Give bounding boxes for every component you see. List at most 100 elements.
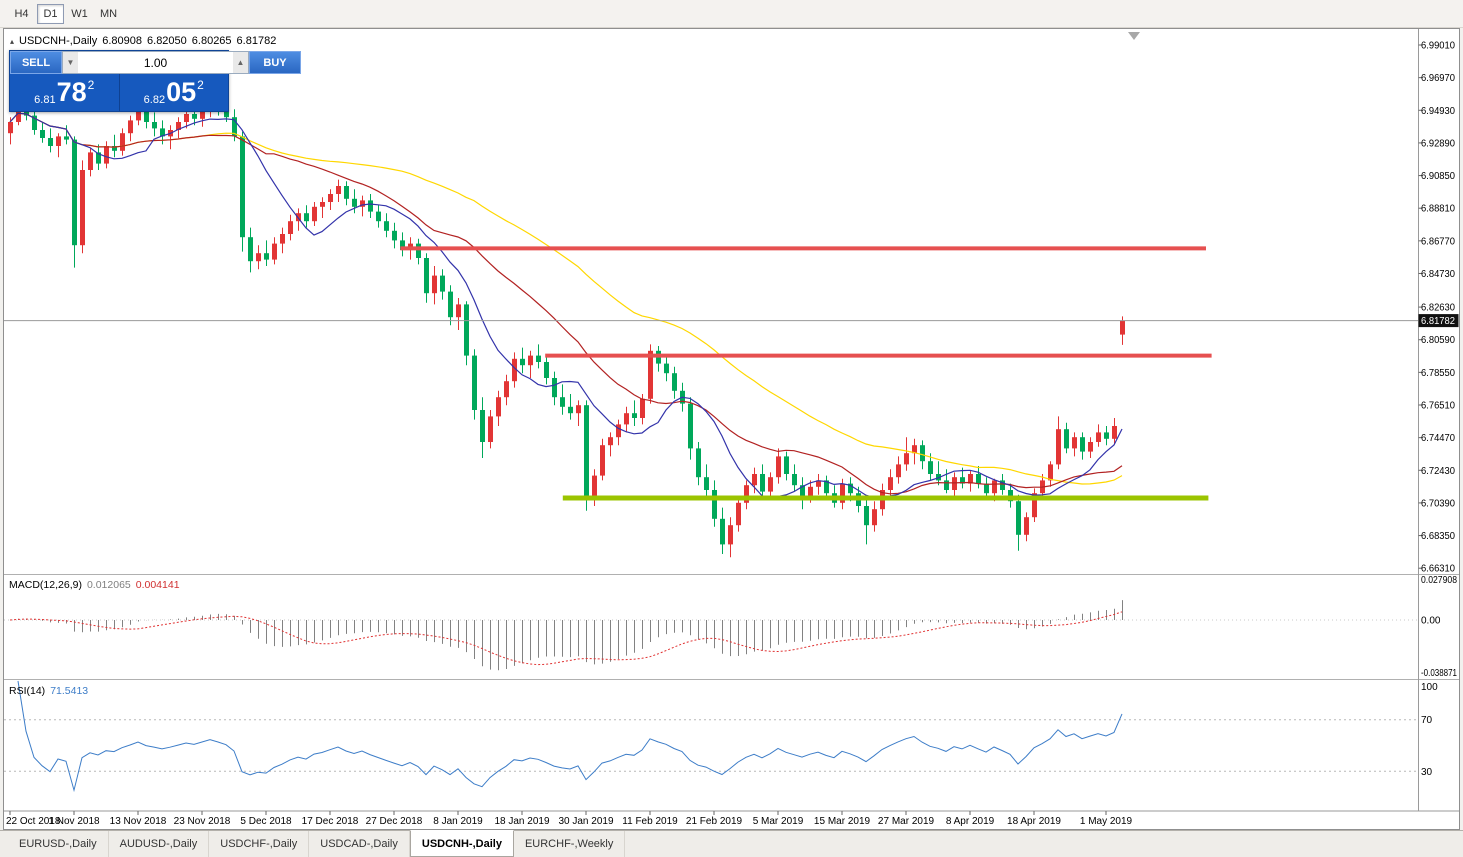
price-axis[interactable]: 6.99010 6.96970 6.94930 6.92890 6.90850 6.888… — [1418, 29, 1459, 811]
chevron-down-icon: ▼ — [66, 57, 75, 67]
last-price-badge — [1418, 314, 1459, 328]
svg-text:6.80590: 6.80590 — [1421, 335, 1455, 346]
chevron-up-icon: ▲ — [236, 57, 245, 67]
svg-text:6.72430: 6.72430 — [1421, 466, 1455, 477]
volume-control: ▼ ▲ — [62, 51, 249, 74]
macd-signal-line — [9, 611, 1123, 666]
svg-text:6.99010: 6.99010 — [1421, 41, 1455, 52]
chart-title: ▴ USDCNH-,Daily 6.80908 6.82050 6.80265 … — [10, 35, 276, 47]
svg-text:6.76510: 6.76510 — [1421, 401, 1455, 412]
tab-usdchf-daily[interactable]: USDCHF-,Daily — [209, 831, 310, 857]
svg-text:15 Mar 2019: 15 Mar 2019 — [814, 816, 871, 827]
chart-symbol-period: USDCNH-,Daily — [19, 35, 98, 47]
rsi-line — [17, 680, 1123, 793]
rsi-indicator-label: RSI(14) 71.5413 — [9, 685, 88, 697]
ma-10-line — [9, 112, 1123, 500]
price-divider — [118, 74, 120, 111]
svg-text:6.96970: 6.96970 — [1421, 73, 1455, 84]
collapse-panel-icon[interactable]: ▴ — [10, 37, 15, 46]
svg-text:-0.038871: -0.038871 — [1421, 668, 1457, 679]
timeframe-toolbar: H4 D1 W1 MN — [0, 0, 1463, 28]
svg-text:23 Nov 2018: 23 Nov 2018 — [174, 816, 231, 827]
svg-text:30: 30 — [1421, 767, 1433, 778]
svg-text:6.74470: 6.74470 — [1421, 433, 1455, 444]
tab-eurusd-daily[interactable]: EURUSD-,Daily — [8, 831, 109, 857]
svg-text:1 May 2019: 1 May 2019 — [1080, 816, 1133, 827]
svg-text:13 Nov 2018: 13 Nov 2018 — [110, 816, 167, 827]
ohlc-low: 6.80265 — [191, 35, 232, 47]
svg-text:11 Feb 2019: 11 Feb 2019 — [622, 816, 678, 827]
svg-text:0.027908: 0.027908 — [1421, 575, 1457, 586]
tab-eurchf-weekly[interactable]: EURCHF-,Weekly — [514, 831, 626, 857]
svg-text:6.88810: 6.88810 — [1421, 204, 1455, 215]
svg-text:6.78550: 6.78550 — [1421, 368, 1455, 379]
sell-price-point: 2 — [87, 78, 95, 92]
svg-text:30 Jan 2019: 30 Jan 2019 — [558, 816, 613, 827]
sell-price-pips: 78 — [56, 77, 87, 107]
svg-text:6.70390: 6.70390 — [1421, 498, 1455, 509]
svg-text:6.86770: 6.86770 — [1421, 236, 1455, 247]
timeframe-h4-button[interactable]: H4 — [8, 4, 35, 24]
buy-price-display[interactable]: 6.82 05 2 — [120, 74, 229, 111]
svg-text:100: 100 — [1421, 682, 1438, 693]
ohlc-high: 6.82050 — [147, 35, 187, 47]
svg-text:6.94930: 6.94930 — [1421, 106, 1455, 117]
macd-signal-value: 0.004141 — [135, 579, 180, 591]
svg-text:17 Dec 2018: 17 Dec 2018 — [302, 816, 359, 827]
sell-price-prefix: 6.81 — [34, 94, 56, 106]
volume-input[interactable] — [78, 52, 233, 73]
chart-tab-bar: EURUSD-,Daily AUDUSD-,Daily USDCHF-,Dail… — [0, 830, 1463, 857]
timeframe-d1-button[interactable]: D1 — [37, 3, 64, 24]
buy-price-pips: 05 — [166, 77, 197, 107]
macd-indicator-label: MACD(12,26,9) 0.012065 0.004141 — [9, 579, 180, 591]
ohlc-close: 6.81782 — [236, 35, 277, 47]
svg-text:8 Jan 2019: 8 Jan 2019 — [433, 816, 483, 827]
macd-name: MACD(12,26,9) — [9, 579, 82, 591]
price-pane[interactable] — [4, 32, 1419, 558]
svg-text:5 Dec 2018: 5 Dec 2018 — [240, 816, 292, 827]
buy-price-point: 2 — [197, 78, 204, 92]
svg-text:0.00: 0.00 — [1421, 616, 1441, 627]
svg-text:27 Dec 2018: 27 Dec 2018 — [366, 816, 423, 827]
rsi-value: 71.5413 — [50, 685, 89, 697]
svg-text:6.84730: 6.84730 — [1421, 269, 1455, 280]
svg-text:18 Apr 2019: 18 Apr 2019 — [1007, 816, 1061, 827]
buy-price-prefix: 6.82 — [143, 94, 166, 106]
volume-increase-button[interactable]: ▲ — [233, 52, 248, 73]
sell-price-display[interactable]: 6.81 78 2 — [10, 74, 119, 111]
rsi-name: RSI(14) — [9, 685, 46, 697]
ohlc-open: 6.80908 — [102, 35, 143, 47]
svg-text:6.92890: 6.92890 — [1421, 138, 1455, 149]
volume-decrease-button[interactable]: ▼ — [63, 52, 78, 73]
svg-text:21 Feb 2019: 21 Feb 2019 — [686, 816, 743, 827]
svg-text:22 Oct 2018: 22 Oct 2018 — [6, 816, 61, 827]
svg-text:70: 70 — [1421, 715, 1433, 726]
svg-text:5 Mar 2019: 5 Mar 2019 — [753, 816, 804, 827]
chart-window: 6.99010 6.96970 6.94930 6.92890 6.90850 6.888… — [3, 28, 1460, 830]
tab-usdcnh-daily[interactable]: USDCNH-,Daily — [409, 830, 514, 857]
svg-text:6.81782: 6.81782 — [1421, 316, 1455, 327]
svg-text:6.90850: 6.90850 — [1421, 171, 1455, 182]
timeframe-w1-button[interactable]: W1 — [66, 4, 93, 24]
tab-usdcad-daily[interactable]: USDCAD-,Daily — [309, 831, 410, 857]
svg-text:8 Apr 2019: 8 Apr 2019 — [946, 816, 995, 827]
svg-text:6.68350: 6.68350 — [1421, 531, 1455, 542]
macd-main-value: 0.012065 — [86, 579, 131, 591]
rsi-pane[interactable] — [4, 680, 1419, 793]
tab-audusd-daily[interactable]: AUDUSD-,Daily — [109, 831, 210, 857]
svg-text:6.82630: 6.82630 — [1421, 303, 1455, 314]
svg-text:27 Mar 2019: 27 Mar 2019 — [878, 816, 935, 827]
svg-text:1 Nov 2018: 1 Nov 2018 — [48, 816, 100, 827]
chart-shift-marker[interactable] — [1128, 32, 1140, 40]
svg-text:6.66310: 6.66310 — [1421, 564, 1455, 575]
buy-button[interactable]: BUY — [249, 51, 301, 74]
chart-canvas[interactable]: 6.99010 6.96970 6.94930 6.92890 6.90850 6.888… — [4, 29, 1459, 829]
ma-25-line — [9, 112, 1123, 495]
macd-pane[interactable] — [4, 600, 1419, 671]
sell-button[interactable]: SELL — [10, 51, 62, 74]
timeframe-mn-button[interactable]: MN — [95, 4, 122, 24]
ma-50-line — [9, 112, 1123, 485]
